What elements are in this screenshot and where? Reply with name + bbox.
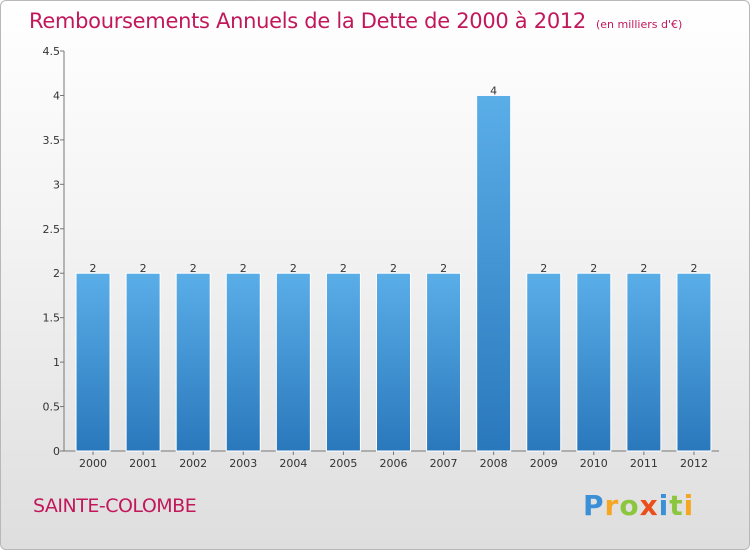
y-tick-label: 3.5 — [43, 134, 61, 147]
y-tick-label: 4.5 — [43, 45, 61, 58]
bar — [225, 272, 261, 452]
bar — [75, 272, 111, 452]
y-tick-label: 0.5 — [43, 401, 61, 414]
x-tick-label: 2000 — [79, 457, 107, 470]
bar — [626, 272, 662, 452]
bar-value-label: 2 — [540, 262, 547, 275]
x-tick-label: 2010 — [580, 457, 608, 470]
logo-letter: i — [658, 489, 670, 522]
bar-value-label: 2 — [440, 262, 447, 275]
x-tick-label: 2009 — [530, 457, 558, 470]
bar — [576, 272, 612, 452]
bar — [325, 272, 361, 452]
commune-name: SAINTE-COLOMBE — [33, 495, 197, 517]
bar — [676, 272, 712, 452]
bar-value-label: 2 — [240, 262, 247, 275]
bar-value-label: 4 — [490, 84, 497, 97]
x-tick-label: 2012 — [680, 457, 708, 470]
bar-value-label: 2 — [640, 262, 647, 275]
logo-letter: P — [583, 489, 605, 522]
bar — [526, 272, 562, 452]
y-tick-label: 1.5 — [43, 312, 61, 325]
logo-letter: x — [639, 489, 659, 522]
bar-value-label: 2 — [690, 262, 697, 275]
x-tick-label: 2004 — [279, 457, 307, 470]
x-tick-label: 2001 — [129, 457, 157, 470]
bar — [476, 94, 512, 452]
x-tick-label: 2006 — [380, 457, 408, 470]
bar — [426, 272, 462, 452]
y-tick-label: 2.5 — [43, 223, 61, 236]
bar — [175, 272, 211, 452]
bar-value-label: 2 — [140, 262, 147, 275]
x-tick-label: 2008 — [480, 457, 508, 470]
bar-value-label: 2 — [390, 262, 397, 275]
bars: 2 2 2 2 2 2 2 2 4 2 2 2 2 — [75, 84, 712, 452]
bar — [376, 272, 411, 452]
bar-value-label: 2 — [340, 262, 347, 275]
logo-letter: t — [669, 489, 684, 522]
logo-letter: r — [604, 489, 620, 522]
y-tick-label: 2 — [53, 267, 60, 280]
bar-value-label: 2 — [190, 262, 197, 275]
y-tick-label: 0 — [53, 445, 60, 458]
x-tick-label: 2011 — [630, 457, 658, 470]
x-tick-label: 2003 — [229, 457, 257, 470]
unit-note: (en milliers d'€) — [596, 18, 683, 31]
chart-title: Remboursements Annuels de la Dette de 20… — [29, 9, 683, 33]
y-tick-label: 3 — [53, 178, 60, 191]
x-tick-label: 2005 — [329, 457, 357, 470]
axes: 0 0.5 1 1.5 2 2.5 3 3.5 4 4.5 2000 2001 2002 2003 2004… — [43, 45, 719, 470]
bar — [275, 272, 311, 452]
bar-value-label: 2 — [590, 262, 597, 275]
proxiti-logo: Proxiti — [583, 489, 694, 522]
bar-value-label: 2 — [290, 262, 297, 275]
y-tick-label: 1 — [53, 356, 60, 369]
x-tick-label: 2007 — [430, 457, 458, 470]
logo-letter: o — [619, 489, 640, 522]
logo-letter: i — [683, 489, 695, 522]
y-tick-label: 4 — [53, 89, 60, 102]
bar-value-label: 2 — [90, 262, 97, 275]
bar — [125, 272, 161, 452]
x-tick-label: 2002 — [179, 457, 207, 470]
